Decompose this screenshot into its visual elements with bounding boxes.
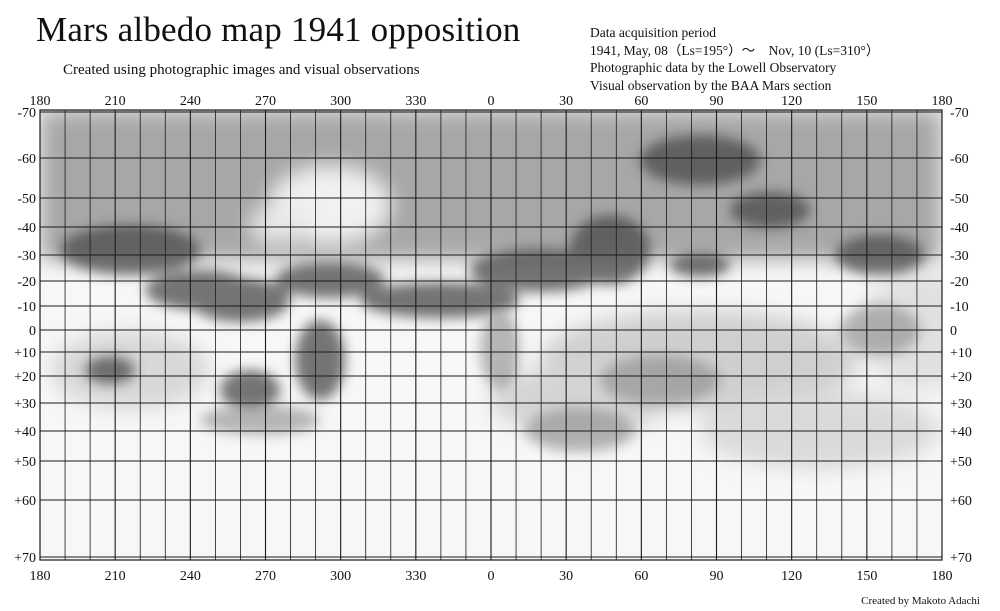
longitude-label: 240 [180, 94, 201, 109]
longitude-label: 330 [405, 569, 426, 584]
longitude-label: 120 [781, 569, 802, 584]
latitude-label: +10 [950, 346, 972, 361]
longitude-label: 270 [255, 94, 276, 109]
latitude-labels-right: -70 -60 -50 -40 -30 -20 -10 0 +10 +20 +30 +40 +50 +60… [950, 106, 972, 566]
longitude-label: 0 [488, 569, 495, 584]
latitude-label: +50 [14, 455, 36, 470]
latitude-label: -60 [17, 152, 36, 167]
latitude-label: +40 [950, 425, 972, 440]
latitude-label: +10 [14, 346, 36, 361]
longitude-label: 270 [255, 569, 276, 584]
longitude-label: 210 [105, 94, 126, 109]
latitude-label: -50 [17, 192, 36, 207]
latitude-label: -60 [950, 152, 969, 167]
latitude-label: -40 [17, 221, 36, 236]
graticule [39, 109, 943, 561]
longitude-label: 30 [559, 94, 573, 109]
latitude-label: +20 [14, 370, 36, 385]
latitude-label: +20 [950, 370, 972, 385]
latitude-labels-left: -70 -60 -50 -40 -30 -20 -10 0 +10 +20 +30 +40 +50 +60… [14, 106, 36, 566]
latitude-label: +30 [950, 397, 972, 412]
longitude-labels-bottom: 180 210 240 270 300 330 0 30 60 90 120 150 180 [30, 569, 953, 584]
longitude-label: 240 [180, 569, 201, 584]
map-title: Mars albedo map 1941 opposition [36, 10, 521, 49]
latitude-label: 0 [29, 324, 36, 339]
latitude-label: +60 [14, 494, 36, 509]
info-line-photo-source: Photographic data by the Lowell Observat… [590, 60, 837, 75]
longitude-label: 60 [634, 569, 648, 584]
map-subtitle: Created using photographic images and vi… [63, 62, 420, 78]
acquisition-info: Data acquisition period 1941, May, 08（Ls… [590, 24, 879, 94]
longitude-label: 180 [30, 569, 51, 584]
latitude-label: -30 [17, 249, 36, 264]
latitude-label: +40 [14, 425, 36, 440]
longitude-label: 210 [105, 569, 126, 584]
longitude-label: 300 [330, 94, 351, 109]
longitude-label: 180 [932, 94, 953, 109]
longitude-label: 0 [488, 94, 495, 109]
latitude-label: +70 [950, 551, 972, 566]
longitude-label: 180 [932, 569, 953, 584]
latitude-label: -40 [950, 221, 969, 236]
longitude-label: 150 [856, 569, 877, 584]
longitude-label: 90 [710, 569, 724, 584]
longitude-label: 300 [330, 569, 351, 584]
latitude-label: -70 [950, 106, 969, 121]
info-line-period-heading: Data acquisition period [590, 25, 716, 40]
longitude-labels-top: 180 210 240 270 300 330 0 30 60 90 120 150 180 [30, 94, 953, 109]
longitude-label: 120 [781, 94, 802, 109]
info-line-period-dates: 1941, May, 08（Ls=195°）～ Nov, 10 (Ls=310°… [590, 42, 880, 58]
latitude-label: -10 [17, 300, 36, 315]
longitude-label: 90 [710, 94, 724, 109]
latitude-label: +60 [950, 494, 972, 509]
author-credit: Created by Makoto Adachi [861, 595, 980, 607]
latitude-label: +30 [14, 397, 36, 412]
longitude-label: 60 [634, 94, 648, 109]
latitude-label: -50 [950, 192, 969, 207]
latitude-label: -20 [17, 275, 36, 290]
latitude-label: +50 [950, 455, 972, 470]
longitude-label: 150 [856, 94, 877, 109]
longitude-label: 180 [30, 94, 51, 109]
longitude-label: 330 [405, 94, 426, 109]
info-line-visual-source: Visual observation by the BAA Mars secti… [590, 77, 832, 93]
albedo-shading [40, 110, 942, 560]
latitude-label: -30 [950, 249, 969, 264]
latitude-label: -20 [950, 275, 969, 290]
latitude-label: -10 [950, 300, 969, 315]
latitude-label: +70 [14, 551, 36, 566]
latitude-label: 0 [950, 324, 957, 339]
latitude-label: -70 [17, 106, 36, 121]
longitude-label: 30 [559, 569, 573, 584]
